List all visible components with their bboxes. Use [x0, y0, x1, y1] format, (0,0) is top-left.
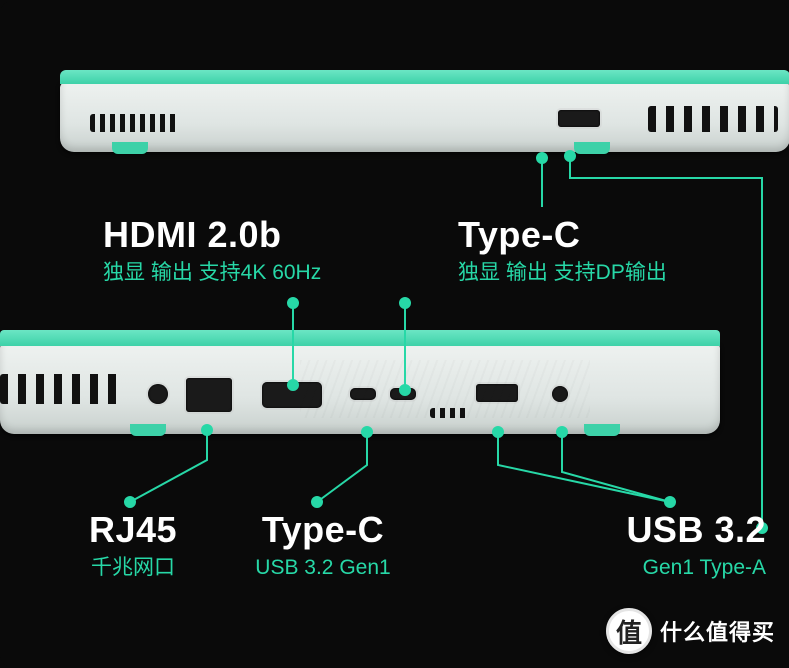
callout-title: HDMI 2.0b [103, 213, 321, 256]
callout-sub: USB 3.2 Gen1 [248, 555, 398, 580]
callout-hdmi: HDMI 2.0b 独显 输出 支持4K 60Hz [103, 213, 321, 285]
callout-usb32: USB 3.2 Gen1 Type-A [590, 508, 766, 580]
callout-typec-bottom: Type-C USB 3.2 Gen1 [248, 508, 398, 580]
exhaust-vent [0, 374, 120, 404]
laptop-right-side-view [60, 82, 789, 152]
laptop-left-side-view [0, 344, 720, 434]
callout-title: RJ45 [73, 508, 193, 551]
infographic-container: HDMI 2.0b 独显 输出 支持4K 60Hz Type-C 独显 输出 支… [0, 0, 789, 668]
callout-sub: 千兆网口 [73, 555, 193, 580]
exhaust-vent [648, 106, 778, 132]
callout-sub: 独显 输出 支持DP输出 [458, 260, 667, 285]
speaker-grill [430, 408, 470, 418]
watermark-text: 什么值得买 [660, 615, 775, 647]
usb-a-port-top [558, 110, 600, 127]
callout-sub: 独显 输出 支持4K 60Hz [103, 260, 321, 285]
callout-title: USB 3.2 [590, 508, 766, 551]
rubber-foot [584, 424, 620, 436]
rubber-foot [574, 142, 610, 154]
callout-sub: Gen1 Type-A [590, 555, 766, 580]
watermark-badge: 值 [606, 608, 652, 654]
rubber-foot [112, 142, 148, 154]
rubber-foot [130, 424, 166, 436]
callout-title: Type-C [458, 213, 667, 256]
callout-rj45: RJ45 千兆网口 [73, 508, 193, 580]
callout-typec-top: Type-C 独显 输出 支持DP输出 [458, 213, 667, 285]
rj45-port [186, 378, 232, 412]
callout-title: Type-C [248, 508, 398, 551]
dc-in-port [148, 384, 168, 404]
watermark: 值 什么值得买 [606, 608, 775, 654]
vent-grill [90, 114, 180, 132]
